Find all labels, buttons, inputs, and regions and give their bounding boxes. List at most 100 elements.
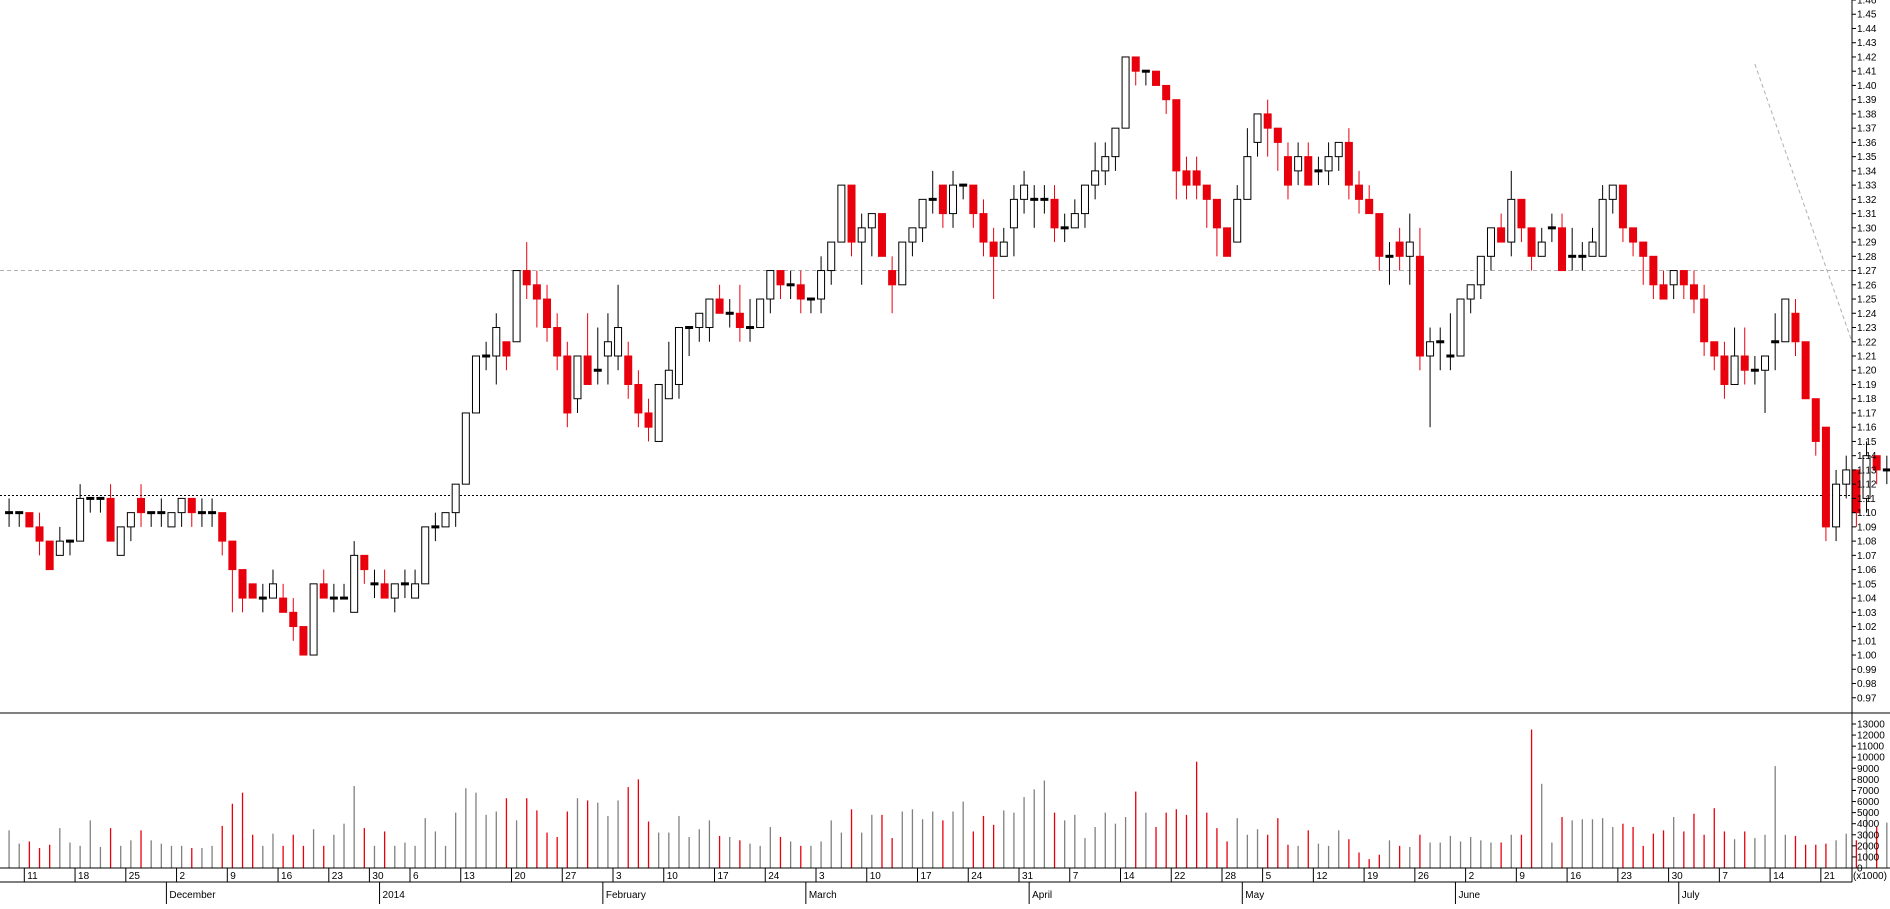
candle-body bbox=[370, 582, 379, 586]
candle-body bbox=[532, 284, 541, 300]
candle bbox=[380, 569, 389, 599]
price-tick-label: 1.28 bbox=[1857, 252, 1877, 263]
candle-body bbox=[512, 270, 521, 343]
candle-body bbox=[1588, 241, 1597, 257]
candle bbox=[593, 327, 602, 385]
day-tick-label: 14 bbox=[1773, 871, 1785, 882]
candle bbox=[1720, 341, 1729, 399]
month-tick-label: March bbox=[809, 890, 837, 901]
candle bbox=[471, 355, 480, 414]
candle-body bbox=[989, 241, 998, 257]
candle bbox=[1588, 227, 1597, 257]
candle-body bbox=[1060, 226, 1069, 230]
candle-body bbox=[1669, 270, 1678, 286]
candle-body bbox=[35, 526, 44, 542]
candle-body bbox=[563, 355, 572, 414]
candle bbox=[583, 313, 592, 385]
volume-tick-label: 9000 bbox=[1857, 764, 1880, 775]
candle-body bbox=[1212, 198, 1221, 229]
day-tick-label: 28 bbox=[1225, 871, 1237, 882]
candle-body bbox=[1872, 455, 1881, 471]
candle-body bbox=[603, 341, 612, 357]
price-tick-label: 1.44 bbox=[1857, 24, 1877, 35]
month-tick-label: June bbox=[1458, 890, 1480, 901]
candle bbox=[309, 583, 318, 656]
price-tick-label: 1.10 bbox=[1857, 508, 1877, 519]
candle-body bbox=[309, 583, 318, 656]
candle bbox=[1537, 227, 1546, 257]
candle bbox=[1700, 284, 1709, 356]
candle-body bbox=[908, 227, 917, 243]
candle-body bbox=[1842, 469, 1851, 485]
candle bbox=[1801, 341, 1810, 400]
candle bbox=[1466, 284, 1475, 314]
candle bbox=[949, 170, 958, 228]
candle bbox=[979, 199, 988, 257]
candle bbox=[279, 583, 288, 613]
candle bbox=[867, 213, 876, 257]
candle bbox=[1618, 184, 1627, 243]
candle bbox=[1852, 469, 1861, 527]
candle-body bbox=[1436, 340, 1445, 344]
candle-body bbox=[553, 327, 562, 357]
candle-body bbox=[654, 383, 663, 442]
day-tick-label: 10 bbox=[870, 871, 882, 882]
day-tick-label: 12 bbox=[1316, 871, 1328, 882]
candle bbox=[1791, 299, 1800, 356]
candle-body bbox=[1791, 312, 1800, 343]
day-tick-label: 18 bbox=[78, 871, 90, 882]
candle-body bbox=[1091, 170, 1100, 186]
candle bbox=[715, 284, 724, 314]
candle bbox=[1273, 127, 1282, 171]
candle-body bbox=[867, 213, 876, 229]
candle bbox=[664, 341, 673, 400]
candle-body bbox=[624, 355, 633, 385]
price-tick-label: 1.09 bbox=[1857, 522, 1877, 533]
candle-body bbox=[766, 270, 775, 300]
candle bbox=[329, 583, 338, 613]
candle-body bbox=[492, 327, 501, 357]
candle bbox=[1141, 69, 1150, 86]
candle-body bbox=[1598, 198, 1607, 257]
candle-body bbox=[918, 198, 927, 229]
candle bbox=[289, 598, 298, 641]
date-axis: 11 18 25 2 9 16 23 30 6 13 20 27 3 10 17 24 3 10 17 24 31 7 14… bbox=[23, 868, 1835, 904]
candle-body bbox=[1821, 426, 1830, 528]
candle bbox=[1872, 455, 1881, 485]
candle-body bbox=[938, 184, 947, 215]
candle bbox=[1476, 255, 1485, 300]
candle-body bbox=[55, 540, 64, 556]
candle-body bbox=[482, 354, 491, 358]
candle bbox=[1020, 170, 1029, 214]
candle-body bbox=[837, 184, 846, 243]
day-tick-label: 5 bbox=[1266, 871, 1272, 882]
candle-body bbox=[1365, 198, 1374, 215]
candle-body bbox=[1192, 170, 1201, 186]
candle-body bbox=[928, 197, 937, 201]
candle bbox=[1730, 327, 1739, 385]
candle bbox=[1080, 184, 1089, 228]
candle-body bbox=[1476, 255, 1485, 286]
candle-body bbox=[1202, 184, 1211, 200]
candle-body bbox=[177, 497, 186, 514]
candle bbox=[1578, 242, 1587, 271]
day-tick-label: 9 bbox=[1519, 871, 1525, 882]
candle-body bbox=[157, 511, 166, 515]
candle-body bbox=[1080, 184, 1089, 215]
candle-body bbox=[390, 583, 399, 599]
candle bbox=[1324, 142, 1333, 186]
candle bbox=[1710, 341, 1719, 371]
candle-body bbox=[1334, 141, 1343, 158]
candle bbox=[1446, 313, 1455, 371]
candle-body bbox=[248, 583, 257, 599]
candle bbox=[126, 512, 135, 542]
candle bbox=[674, 327, 683, 399]
candle bbox=[1405, 213, 1414, 285]
candle-body bbox=[1243, 156, 1252, 200]
day-tick-label: 2 bbox=[1469, 871, 1475, 882]
candle-body bbox=[634, 383, 643, 414]
candle bbox=[137, 484, 146, 527]
candle bbox=[177, 497, 186, 527]
price-tick-label: 1.23 bbox=[1857, 323, 1877, 334]
